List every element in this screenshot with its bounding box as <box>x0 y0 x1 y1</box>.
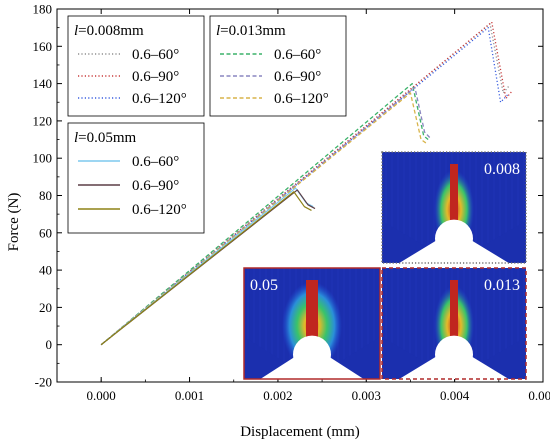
y-tick-label: 20 <box>39 300 52 315</box>
legend-box <box>209 15 347 117</box>
y-tick-label: -20 <box>35 375 52 390</box>
series-line-0.013-2 <box>100 92 427 346</box>
legend-title: l=0.05mm <box>74 130 137 146</box>
legend-entry-label: 0.6–120° <box>132 91 187 107</box>
legend-title-symbol: l <box>74 23 78 39</box>
inset-label: 0.013 <box>484 277 520 294</box>
legend-entry-label: 0.6–60° <box>132 154 179 170</box>
legend-layer: l=0.008mm0.6–60°0.6–90°0.6–120°l=0.013mm… <box>67 15 347 234</box>
y-tick-label: 60 <box>39 225 52 240</box>
y-tick-label: 100 <box>33 151 53 166</box>
inset-images: 0.008 0.05 0.013 <box>243 151 527 380</box>
x-tick-label: 0.003 <box>352 388 381 403</box>
inset-frame <box>381 267 527 380</box>
legend-entry-label: 0.6–90° <box>132 178 179 194</box>
inset-frame <box>243 267 381 380</box>
y-axis-label: Force (N) <box>6 193 22 252</box>
series-line-0.008-1 <box>100 21 513 346</box>
stress-core <box>450 280 458 347</box>
legend-entry-label: 0.6–120° <box>274 91 329 107</box>
y-tick-label: 120 <box>33 113 53 128</box>
series-line-0.008-2 <box>100 26 509 346</box>
x-tick-label: 0.004 <box>440 388 470 403</box>
hole-cutout <box>293 335 331 374</box>
legend-title-value: =0.008mm <box>78 23 144 39</box>
legend-group-1: l=0.013mm 0.6–60° 0.6–90° 0.6–120° <box>209 15 347 117</box>
x-axis-label: Displacement (mm) <box>240 424 360 440</box>
x-tick-label: 0.001 <box>175 388 204 403</box>
hole-cutout <box>435 219 473 258</box>
inset-frame <box>381 151 527 264</box>
legend-entry-label: 0.6–60° <box>274 47 321 63</box>
series-line-0.013-1 <box>100 86 431 346</box>
legend-entry-label: 0.6–90° <box>132 69 179 85</box>
x-tick-label: 0.005 <box>528 388 550 403</box>
legend-group-2: l=0.05mm 0.6–60° 0.6–90° 0.6–120° <box>67 122 205 234</box>
legend-title-symbol: l <box>74 130 78 146</box>
inset-label: 0.05 <box>250 277 278 294</box>
legend-title: l=0.008mm <box>74 23 144 39</box>
inset-image-2: 0.013 <box>381 267 527 380</box>
legend-title: l=0.013mm <box>216 23 286 39</box>
legend-box <box>67 122 205 234</box>
stress-core <box>306 280 318 347</box>
x-tick-label: 0.002 <box>263 388 292 403</box>
y-tick-label: 160 <box>33 39 53 54</box>
y-tick-label: 180 <box>33 2 53 17</box>
inset-label: 0.008 <box>484 161 520 178</box>
hole-cutout <box>435 335 473 374</box>
inset-image-0: 0.008 <box>381 151 527 264</box>
series-line-0.05-2 <box>100 191 312 346</box>
legend-title-symbol: l <box>216 23 220 39</box>
y-tick-label: 0 <box>46 337 53 352</box>
series-line-0.013-0 <box>100 82 429 346</box>
y-tick-label: 40 <box>39 263 52 278</box>
legend-title-value: =0.05mm <box>78 130 136 146</box>
y-tick-label: 140 <box>33 76 53 91</box>
legend-title-value: =0.013mm <box>220 23 286 39</box>
series-layer <box>100 21 513 346</box>
y-tick-label: 80 <box>39 188 52 203</box>
legend-entry-label: 0.6–90° <box>274 69 321 85</box>
stress-core <box>450 164 458 231</box>
legend-entry-label: 0.6–120° <box>132 202 187 218</box>
legend-entry-label: 0.6–60° <box>132 47 179 63</box>
x-tick-label: 0.000 <box>87 388 116 403</box>
plot-axes: 0.000 0.001 0.002 0.003 0.004 0.005 -20 0 20 40 60… <box>33 2 550 404</box>
legend-box <box>67 15 205 117</box>
inset-image-1: 0.05 <box>243 267 381 380</box>
legend-group-0: l=0.008mm 0.6–60° 0.6–90° 0.6–120° <box>67 15 205 117</box>
